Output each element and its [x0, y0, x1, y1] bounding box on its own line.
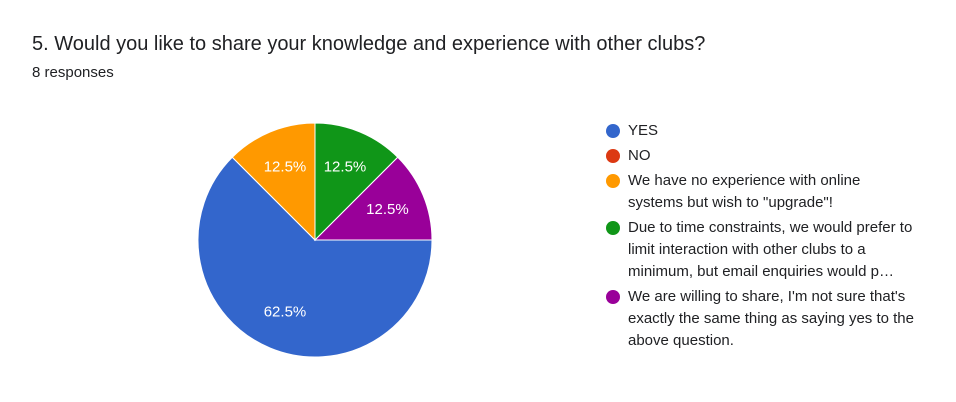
- legend-label: YES: [628, 122, 659, 139]
- slice-label: 12.5%: [324, 159, 367, 176]
- legend-label: NO: [628, 147, 651, 164]
- slice-label: 62.5%: [264, 303, 307, 320]
- slice-label: 12.5%: [366, 201, 409, 218]
- legend-swatch: [606, 290, 620, 304]
- chart-subtitle: 8 responses: [32, 64, 114, 81]
- legend-label: We have no experience with online system…: [628, 172, 861, 211]
- legend-item: YES: [604, 120, 914, 142]
- legend-swatch: [606, 149, 620, 163]
- legend-item: We are willing to share, I'm not sure th…: [604, 286, 914, 352]
- pie-slice: [314, 122, 399, 242]
- legend-label: Due to time constraints, we would prefer…: [628, 219, 913, 280]
- pie-slice: [197, 156, 433, 358]
- legend-item: Due to time constraints, we would prefer…: [604, 217, 914, 283]
- pie-slice: [231, 122, 316, 242]
- pie-slice: [313, 156, 433, 241]
- legend-item: We have no experience with online system…: [604, 170, 914, 214]
- legend-swatch: [606, 174, 620, 188]
- legend-label: We are willing to share, I'm not sure th…: [628, 288, 914, 349]
- legend-item: NO: [604, 145, 914, 167]
- legend: YES NO We have no experience with online s…: [604, 120, 914, 355]
- slice-label: 12.5%: [264, 159, 307, 176]
- legend-swatch: [606, 124, 620, 138]
- chart-title: 5. Would you like to share your knowledg…: [32, 33, 706, 55]
- legend-swatch: [606, 221, 620, 235]
